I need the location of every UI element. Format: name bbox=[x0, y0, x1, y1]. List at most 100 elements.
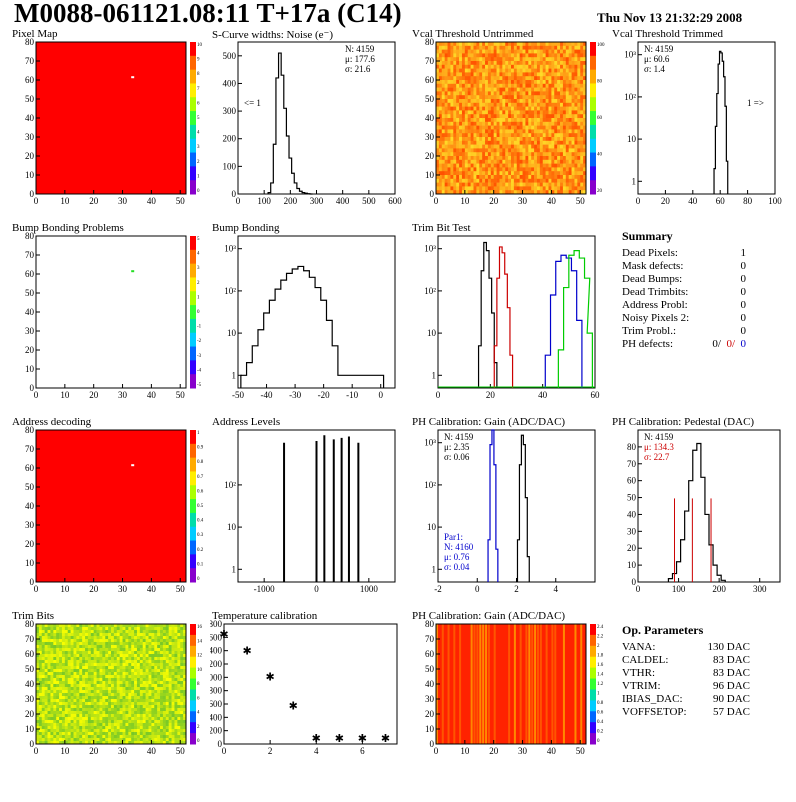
heatmap-cell bbox=[534, 68, 538, 73]
heatmap-cell bbox=[583, 80, 587, 85]
heatmap-cell bbox=[444, 121, 448, 126]
heatmap-cell bbox=[490, 61, 494, 66]
heatmap-cell bbox=[470, 118, 474, 123]
heatmap-cell bbox=[102, 678, 106, 682]
heatmap-cell bbox=[41, 642, 45, 646]
heatmap-cell bbox=[131, 699, 135, 703]
heatmap-cell bbox=[87, 672, 92, 676]
heatmap-cell bbox=[131, 630, 135, 634]
heatmap-cell bbox=[583, 186, 587, 191]
heatmap-cell bbox=[487, 152, 492, 157]
color-scale-label: -5 bbox=[197, 383, 202, 388]
heatmap-cell bbox=[73, 708, 77, 712]
heatmap-cell bbox=[562, 178, 567, 183]
heatmap-cell bbox=[116, 657, 120, 661]
heatmap-cell bbox=[467, 53, 471, 58]
heatmap-cell bbox=[177, 708, 181, 712]
heatmap-cell bbox=[450, 91, 454, 96]
heatmap-cell bbox=[64, 687, 69, 691]
color-scale-label: 4 bbox=[197, 131, 200, 136]
heatmap-cell bbox=[44, 738, 48, 742]
heatmap-cell bbox=[565, 42, 569, 47]
heatmap-cell bbox=[70, 648, 74, 652]
heatmap-cell bbox=[525, 118, 529, 123]
heatmap-cell bbox=[467, 144, 471, 149]
heatmap-cell bbox=[508, 125, 512, 130]
heatmap-cell bbox=[122, 642, 126, 646]
heatmap-cell bbox=[157, 681, 161, 685]
heatmap-cell bbox=[580, 125, 584, 130]
heatmap-cell bbox=[580, 140, 584, 145]
heatmap-cell bbox=[441, 42, 445, 47]
heatmap-cell bbox=[70, 651, 74, 655]
x-tick-label: -50 bbox=[232, 390, 244, 400]
heatmap-cell bbox=[134, 723, 138, 727]
heatmap-cell bbox=[554, 68, 558, 73]
heatmap-cell bbox=[96, 660, 100, 664]
heatmap-cell bbox=[134, 675, 138, 679]
plot-frame bbox=[637, 41, 776, 195]
y-tick-label: 0 bbox=[218, 739, 223, 749]
heatmap-cell bbox=[499, 49, 503, 54]
op-param-row: VTRIM: 96 DAC bbox=[622, 680, 750, 693]
heatmap-cell bbox=[142, 669, 146, 673]
heatmap-cell bbox=[545, 102, 549, 107]
heatmap-cell bbox=[64, 717, 69, 721]
heatmap-cell bbox=[522, 76, 526, 81]
heatmap-cell bbox=[470, 152, 474, 157]
heatmap-cell bbox=[574, 144, 578, 149]
heatmap-cell bbox=[487, 125, 492, 130]
panel-trim-bits: Trim Bits 0 10 20 30 40 50 0 10 20 30 40 50 60 70 80 16… bbox=[10, 610, 205, 802]
heatmap-cell bbox=[560, 45, 564, 50]
heatmap-cell bbox=[125, 690, 129, 694]
heatmap-cell bbox=[41, 735, 45, 739]
heatmap-cell bbox=[534, 80, 538, 85]
heatmap-cell bbox=[79, 639, 83, 643]
heatmap-cell bbox=[38, 627, 43, 631]
heatmap-cell bbox=[183, 738, 187, 742]
heatmap-cell bbox=[568, 129, 572, 134]
heatmap-cell bbox=[116, 627, 120, 631]
heatmap-cell bbox=[131, 726, 135, 730]
heatmap-cell bbox=[177, 663, 181, 667]
heatmap-cell bbox=[496, 53, 500, 58]
heatmap-cell bbox=[568, 186, 572, 191]
summary-row-label: Dead Trimbits: bbox=[622, 286, 689, 298]
heatmap-cell bbox=[580, 57, 584, 62]
heatmap-cell bbox=[56, 672, 60, 676]
heatmap-cell bbox=[467, 80, 471, 85]
heatmap-cell bbox=[108, 711, 112, 715]
heatmap-cell bbox=[568, 152, 572, 157]
x-tick-label: 20 bbox=[89, 390, 99, 400]
heatmap-cell bbox=[128, 708, 132, 712]
heatmap-cell bbox=[436, 61, 440, 66]
heatmap-cell bbox=[473, 76, 477, 81]
heatmap-cell bbox=[444, 133, 448, 138]
heatmap-cell bbox=[113, 660, 118, 664]
heatmap-cell bbox=[574, 57, 578, 62]
heatmap-cell bbox=[99, 654, 103, 658]
heatmap-cell bbox=[38, 690, 43, 694]
heatmap-cell bbox=[511, 53, 515, 58]
heatmap-cell bbox=[580, 137, 584, 142]
heatmap-cell bbox=[151, 651, 155, 655]
heatmap-cell bbox=[76, 678, 80, 682]
heatmap-cell bbox=[125, 723, 129, 727]
heatmap-cell bbox=[183, 723, 187, 727]
heatmap-cell bbox=[67, 684, 71, 688]
heatmap-cell bbox=[519, 167, 523, 172]
heatmap-cell bbox=[125, 711, 129, 715]
heatmap-cell bbox=[534, 49, 538, 54]
heatmap-cell bbox=[160, 729, 164, 733]
heatmap-cell bbox=[136, 705, 141, 709]
heatmap-cell bbox=[450, 72, 454, 77]
heatmap-cell bbox=[456, 186, 460, 191]
heatmap-cell bbox=[557, 72, 561, 77]
heatmap-cell bbox=[44, 669, 48, 673]
heatmap-cell bbox=[113, 687, 118, 691]
heatmap-cell bbox=[574, 190, 578, 195]
heatmap-cell bbox=[470, 95, 474, 100]
heatmap-cell bbox=[528, 129, 532, 134]
heatmap-cell bbox=[444, 57, 448, 62]
heatmap-cell bbox=[441, 167, 445, 172]
